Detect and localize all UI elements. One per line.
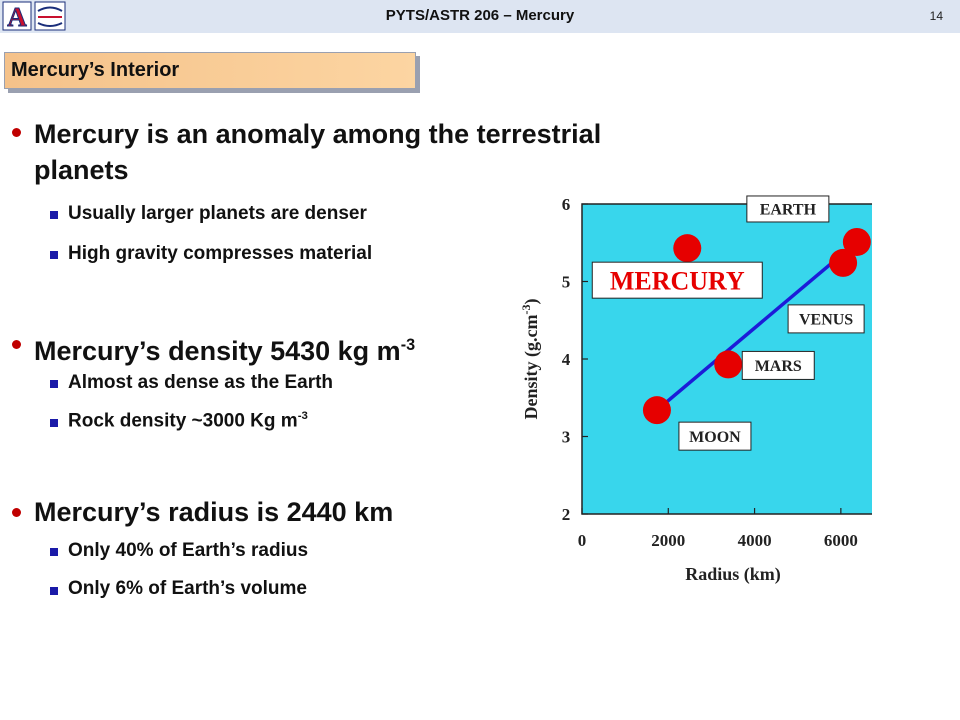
point-label-box (591, 261, 763, 299)
point-label: MARS (755, 358, 802, 375)
sub-bullet-square (50, 211, 58, 219)
x-tick-label: 0 (578, 531, 587, 550)
x-axis-label: Radius (km) (685, 564, 781, 585)
bullet-dot (12, 128, 21, 137)
point-label: MERCURY (610, 267, 745, 296)
y-tick-label: 5 (562, 273, 571, 292)
bullet-1-sub-2: High gravity compresses material (68, 243, 373, 264)
x-tick-label: 2000 (651, 531, 685, 550)
logo-letter: A (7, 2, 27, 31)
point-label-box (741, 350, 815, 380)
bullet-3-sub-1: Only 40% of Earth’s radius (68, 540, 309, 561)
y-axis-label: Density (g.cm-3) (519, 299, 542, 420)
header-background (0, 0, 960, 33)
data-point-mars (714, 350, 743, 379)
point-label-box (787, 304, 865, 334)
point-label: EARTH (760, 202, 817, 219)
density-radius-chart: 2 3 4 5 6 0 2000 4000 6000 Radius (km) Density (g.… (519, 195, 872, 585)
header-bar: A PYTS/ASTR 206 – Mercury 14 (0, 0, 960, 33)
section-title-box: Mercury’s Interior (4, 52, 416, 89)
point-label-box (746, 195, 830, 223)
sub-bullet-square (50, 587, 58, 595)
data-point-venus (829, 248, 858, 277)
data-point-mercury (673, 234, 702, 263)
bullet-1-line-2: planets (34, 155, 129, 185)
data-point-moon (642, 396, 671, 425)
bullet-dot (12, 508, 21, 517)
sub-bullet-square (50, 380, 58, 388)
sub-bullet-square (50, 548, 58, 556)
bullet-1-line-1: Mercury is an anomaly among the terrestr… (34, 119, 602, 149)
bullet-2-superscript: -3 (400, 336, 416, 354)
bullet-3-text: Mercury’s radius is 2440 km (34, 497, 394, 527)
y-tick-label: 3 (562, 428, 571, 447)
trend-line (655, 240, 858, 412)
bullet-2-main: Mercury’s density 5430 kg m (34, 336, 401, 366)
x-tick-label: 6000 (824, 531, 858, 550)
university-logo: A (2, 1, 66, 31)
bullet-2-sub-2-superscript: -3 (297, 410, 308, 422)
bullet-2-sub-2-main: Rock density ~3000 Kg m (68, 410, 298, 432)
header-title: PYTS/ASTR 206 – Mercury (385, 7, 575, 24)
bullet-1-sub-1: Usually larger planets are denser (68, 203, 367, 224)
sub-bullet-square (50, 251, 58, 259)
bullet-dot (12, 340, 21, 349)
y-tick-label: 6 (562, 195, 571, 214)
x-tick-label: 4000 (738, 531, 772, 550)
data-point-earth (842, 227, 871, 256)
slide-number: 14 (929, 9, 943, 23)
bullet-2-sub-2: Rock density ~3000 Kg m-3 (68, 410, 308, 432)
section-title: Mercury’s Interior (11, 59, 180, 81)
point-label: MOON (689, 429, 741, 446)
point-label: VENUS (799, 312, 853, 329)
y-tick-label: 2 (562, 505, 571, 524)
y-tick-label: 4 (562, 350, 571, 369)
bullet-2-sub-1: Almost as dense as the Earth (68, 372, 334, 393)
point-label-box (678, 421, 752, 451)
bullet-3-sub-2: Only 6% of Earth’s volume (68, 578, 307, 599)
sub-bullet-square (50, 419, 58, 427)
bullet-2-text: Mercury’s density 5430 kg m-3 (34, 327, 415, 369)
